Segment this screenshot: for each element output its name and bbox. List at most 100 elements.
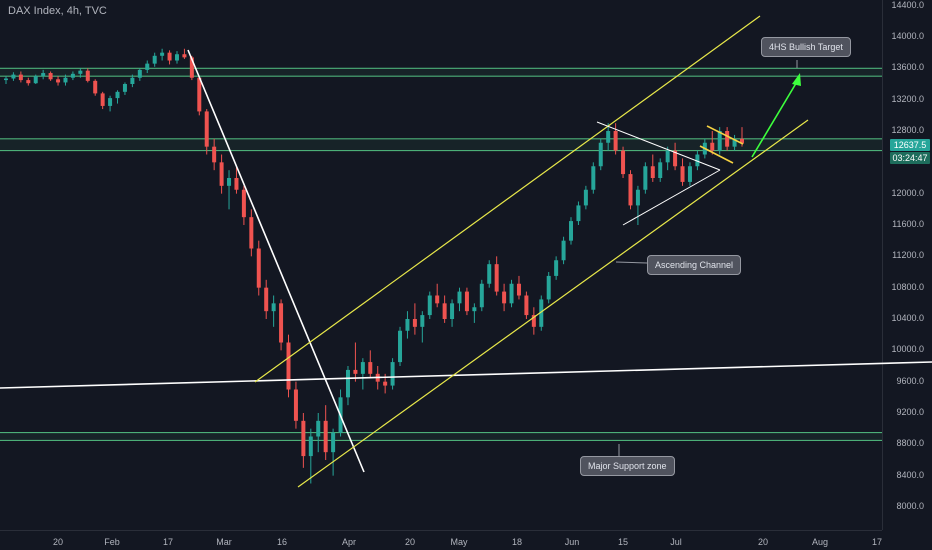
y-tick-label: 10800.0: [891, 281, 924, 292]
channel-callout-pointer: [615, 261, 648, 264]
candle-body-5: [41, 73, 46, 77]
support-zone-callout[interactable]: Major Support zone: [580, 456, 675, 476]
candle-body-93: [695, 154, 700, 167]
candle-body-90: [673, 150, 678, 167]
candle-body-10: [78, 70, 83, 74]
candle-body-38: [286, 342, 291, 390]
y-tick-label: 10000.0: [891, 344, 924, 355]
candle-body-44: [331, 432, 336, 453]
candle-body-92: [687, 166, 692, 182]
candle-body-36: [271, 303, 276, 312]
candle-body-42: [316, 420, 321, 437]
candle-body-63: [472, 307, 477, 312]
candle-body-28: [212, 146, 217, 163]
candle-body-65: [487, 264, 492, 284]
projection-arrow-line: [751, 79, 799, 158]
candle-body-89: [665, 150, 670, 163]
channel-lower-line: [297, 119, 809, 488]
ascending-channel-callout[interactable]: Ascending Channel: [647, 255, 742, 275]
x-tick-label: 17: [871, 537, 883, 547]
y-tick-label: 14400.0: [891, 0, 924, 10]
y-tick-label: 12000.0: [891, 187, 924, 198]
zone-fill-1: [0, 138, 882, 151]
candle-body-20: [152, 55, 157, 64]
candle-body-95: [710, 142, 715, 151]
candle-body-0: [4, 78, 8, 81]
candle-body-88: [658, 162, 663, 178]
y-tick-label: 13600.0: [891, 62, 924, 73]
channel-upper-line: [254, 15, 761, 383]
candle-body-33: [249, 217, 254, 249]
candle-body-68: [509, 283, 514, 304]
y-tick-label: 9200.0: [896, 407, 924, 417]
y-tick-label: 9600.0: [896, 375, 924, 386]
candle-body-75: [561, 240, 566, 261]
candle-body-18: [137, 69, 142, 78]
x-tick-label: Feb: [104, 537, 120, 547]
x-tick-label: 18: [511, 537, 523, 547]
x-tick-label: May: [450, 537, 468, 547]
y-tick-label: 11600.0: [892, 219, 924, 229]
candle-body-19: [145, 63, 150, 70]
candle-body-4: [33, 76, 38, 84]
candle-body-29: [219, 162, 224, 186]
candle-body-23: [174, 54, 179, 61]
y-tick-label: 8000.0: [896, 501, 924, 511]
candle-body-53: [398, 330, 403, 363]
triangle-upper-line: [596, 121, 721, 171]
candle-body-11: [85, 70, 90, 81]
candle-body-13: [100, 93, 105, 106]
candle-body-35: [264, 287, 269, 312]
bullish-target-callout[interactable]: 4HS Bullish Target: [761, 37, 851, 57]
candle-body-83: [621, 150, 626, 175]
x-tick-label: 20: [404, 537, 416, 547]
x-tick-label: Apr: [341, 537, 357, 547]
candle-body-12: [93, 80, 98, 94]
candle-body-58: [435, 295, 440, 304]
candle-body-96: [717, 131, 722, 151]
y-tick-label: 14000.0: [891, 31, 924, 41]
candle-body-6: [48, 73, 53, 80]
candle-body-87: [650, 166, 655, 178]
y-tick-label: 11200.0: [892, 250, 924, 261]
candle-body-98: [732, 138, 737, 147]
candle-body-41: [308, 436, 313, 457]
y-tick-label: 8800.0: [896, 438, 924, 449]
candle-body-30: [227, 178, 232, 186]
candle-body-62: [464, 291, 469, 312]
candle-body-85: [635, 189, 640, 206]
candle-body-73: [546, 275, 551, 300]
zone-fill-0: [0, 68, 882, 77]
candle-body-57: [427, 295, 432, 316]
candle-body-17: [130, 77, 135, 84]
projection-arrow-head: [792, 73, 801, 86]
candle-body-43: [323, 420, 328, 453]
x-tick-label: Aug: [811, 537, 829, 547]
candle-body-67: [502, 291, 507, 304]
candle-body-97: [725, 131, 730, 147]
candle-body-64: [479, 283, 484, 308]
flag-lower-line: [699, 145, 734, 164]
candle-body-77: [576, 205, 581, 222]
y-tick-label: 10400.0: [891, 313, 924, 323]
candle-body-49: [368, 362, 373, 374]
candle-body-26: [197, 77, 202, 112]
candle-body-54: [405, 319, 410, 331]
zone-fill-2: [0, 432, 882, 441]
last-price-label: 12637.5: [890, 139, 930, 151]
countdown-label: 03:24:47: [890, 152, 930, 164]
candle-body-34: [256, 248, 261, 288]
candle-body-47: [353, 369, 358, 374]
candle-body-59: [442, 303, 447, 319]
candle-body-32: [241, 189, 246, 218]
candle-body-84: [628, 174, 633, 206]
candle-body-70: [524, 295, 529, 316]
candle-body-27: [204, 111, 209, 147]
y-tick-label: 13200.0: [891, 93, 924, 104]
candle-body-82: [613, 131, 618, 151]
candle-body-14: [108, 98, 113, 106]
candle-body-81: [606, 131, 611, 143]
candle-body-46: [345, 369, 350, 398]
downtrend-line: [187, 49, 365, 473]
